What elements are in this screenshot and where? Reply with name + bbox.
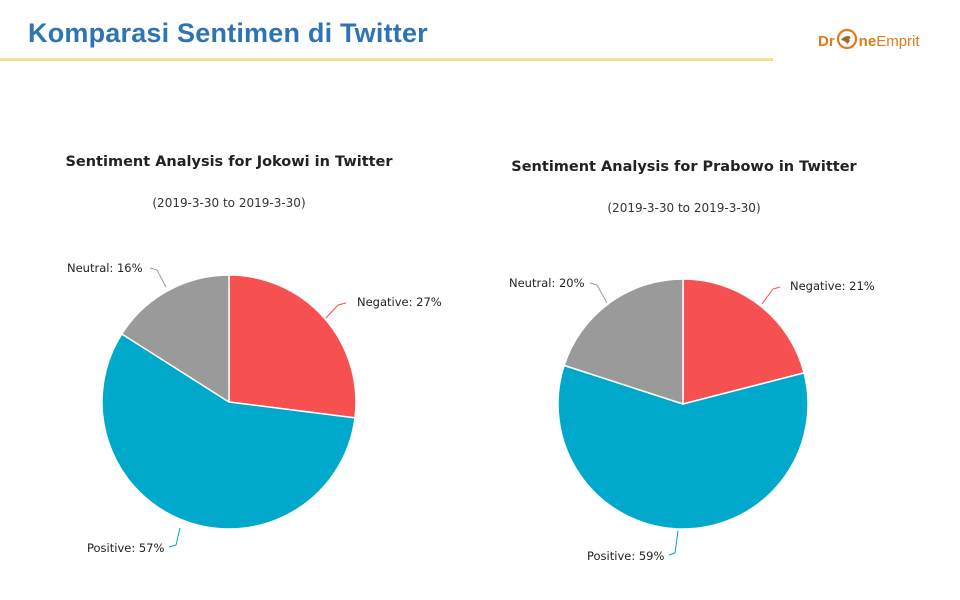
chart-title: Sentiment Analysis for Prabowo in Twitte… [511, 159, 857, 175]
slide-title: Komparasi Sentimen di Twitter [28, 18, 428, 48]
pie-slice-positive[interactable] [101, 333, 356, 530]
drone-emprit-logo: Dr ne Emprit [818, 26, 920, 56]
connector-line-negative [325, 302, 347, 319]
drone-emprit-logo-icon [836, 28, 858, 54]
slice-label-neutral: Neutral: 16% [67, 261, 143, 275]
connector-line-positive [168, 527, 181, 548]
pie-slice-negative[interactable] [682, 278, 805, 405]
slice-label-positive: Positive: 57% [87, 541, 164, 555]
connector-line-neutral [589, 282, 608, 304]
pie-chart-jokowi: Sentiment Analysis for Jokowi in Twitter… [65, 154, 441, 555]
slice-label-negative: Negative: 27% [357, 295, 442, 309]
chart-subtitle: (2019-3-30 to 2019-3-30) [607, 201, 760, 215]
logo-text-part1: Dr [818, 32, 835, 50]
slice-label-negative: Negative: 21% [790, 279, 875, 293]
chart-subtitle: (2019-3-30 to 2019-3-30) [152, 196, 305, 210]
logo-text-part2: ne [858, 32, 877, 50]
title-divider [0, 58, 773, 61]
pie-slice-positive[interactable] [557, 364, 809, 530]
logo-text-part3: Emprit [876, 32, 920, 50]
connector-line-neutral [149, 267, 167, 288]
pie-slice-negative[interactable] [228, 274, 357, 419]
pie-slice-neutral[interactable] [563, 278, 684, 405]
pie-slice-neutral[interactable] [121, 274, 230, 403]
pie-chart-prabowo: Sentiment Analysis for Prabowo in Twitte… [509, 159, 875, 563]
slice-label-positive: Positive: 59% [587, 549, 664, 563]
chart-title: Sentiment Analysis for Jokowi in Twitter [65, 154, 393, 170]
connector-line-negative [761, 286, 781, 305]
slice-label-neutral: Neutral: 20% [509, 276, 585, 290]
connector-line-positive [668, 530, 679, 556]
